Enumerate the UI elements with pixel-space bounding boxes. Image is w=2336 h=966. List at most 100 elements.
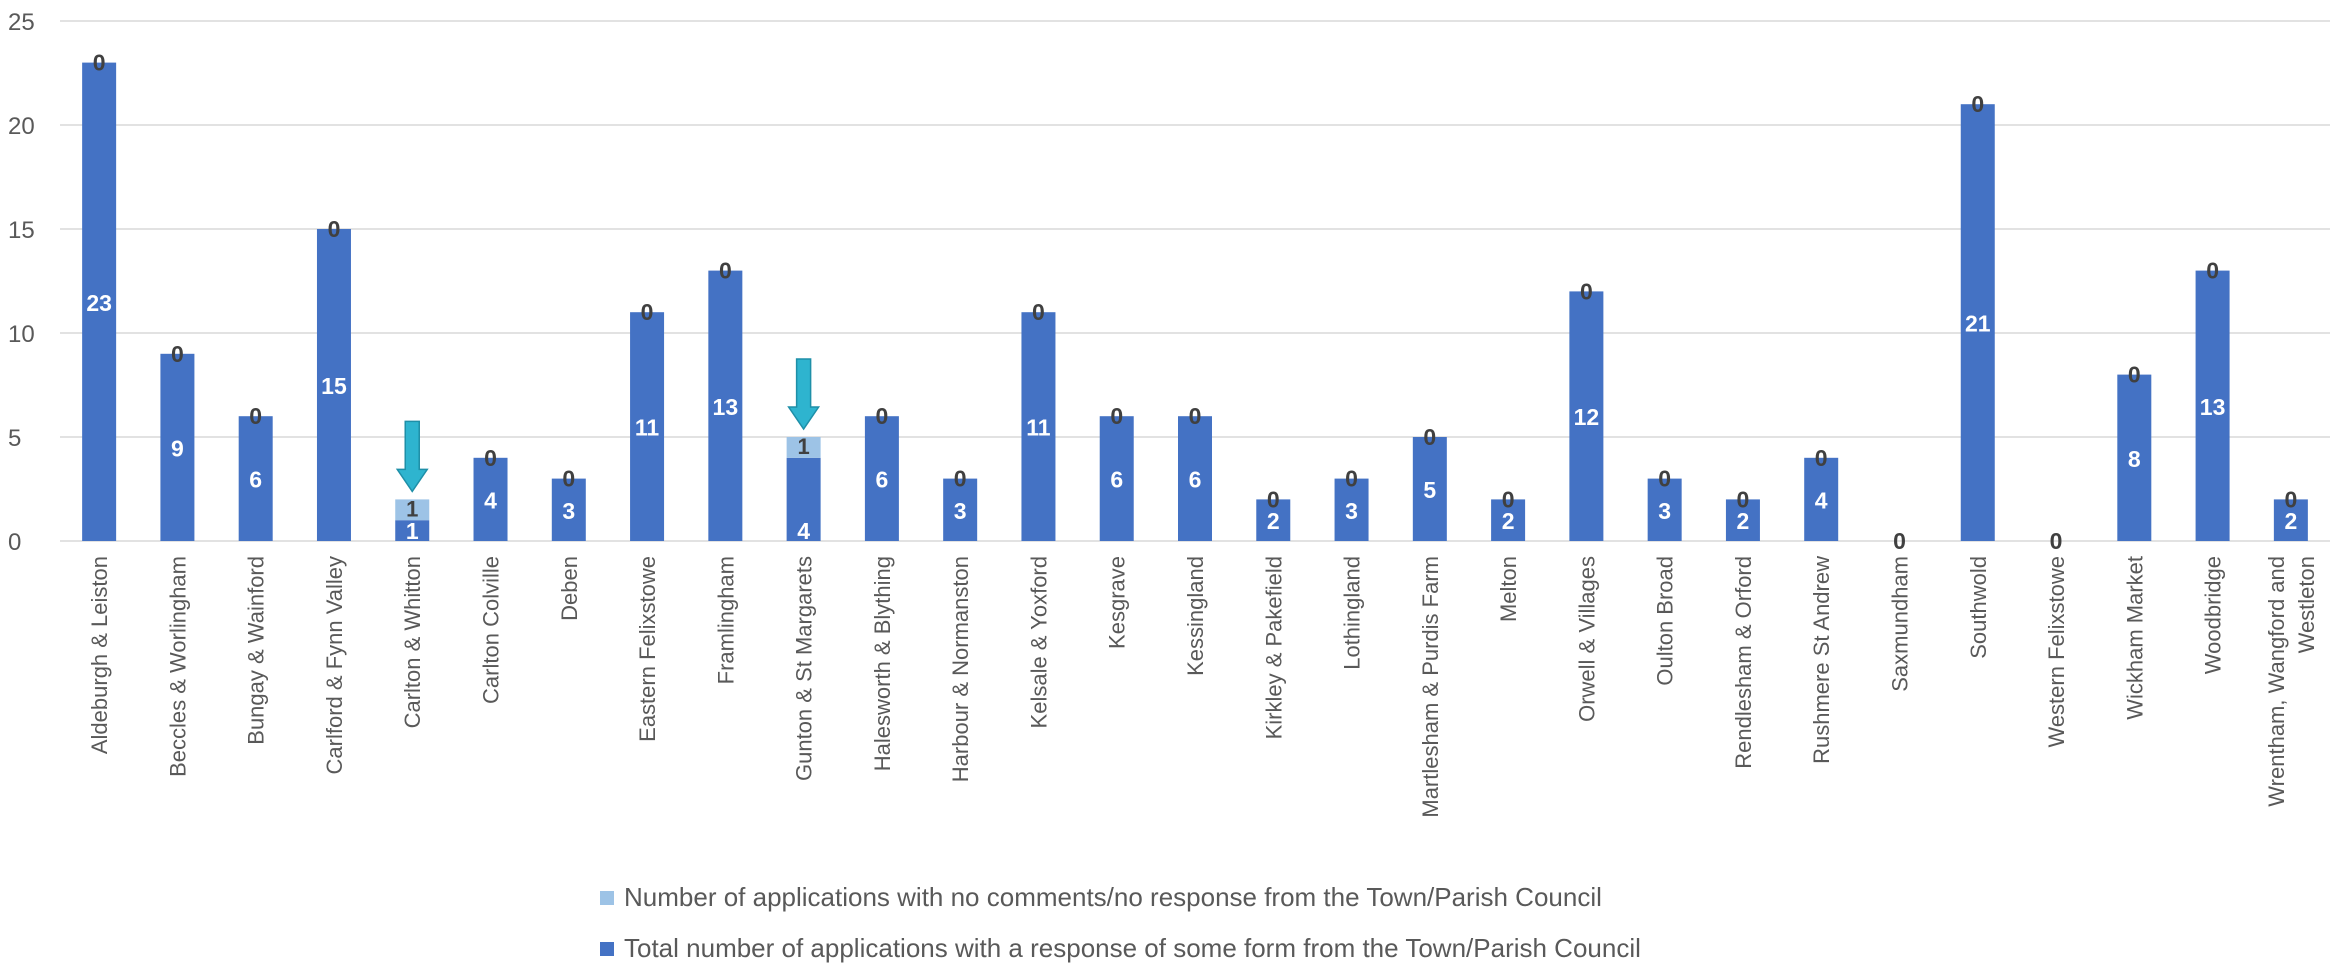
data-label-response-cat-26: 8 xyxy=(2128,446,2141,472)
category-label-cat-5: Carlton Colville xyxy=(479,556,504,704)
bar-response-cat-28 xyxy=(2273,499,2308,541)
legend-entry-no-response: Number of applications with no comments/… xyxy=(600,882,1602,913)
bar-response-cat-10 xyxy=(864,416,899,541)
data-label-no-response-cat-10: 0 xyxy=(875,403,888,429)
data-label-no-response-cat-2: 0 xyxy=(249,403,262,429)
category-label-cat-7: Eastern Felixstowe xyxy=(635,556,660,742)
data-label-response-cat-22: 4 xyxy=(1815,487,1828,513)
category-label-cat-22: Rushmere St Andrew xyxy=(1809,556,1834,764)
data-label-response-cat-0: 23 xyxy=(86,290,112,316)
data-label-no-response-cat-8: 0 xyxy=(719,258,732,284)
category-label-line: Orwell & Villages xyxy=(1574,556,1599,722)
category-label-line: Kirkley & Pakefield xyxy=(1261,556,1286,739)
bar-response-cat-27 xyxy=(2195,270,2230,541)
category-label-cat-8: Framlingham xyxy=(713,556,738,684)
data-label-no-response-cat-16: 0 xyxy=(1345,466,1358,492)
category-label-cat-9: Gunton & St Margarets xyxy=(792,556,817,781)
category-label-line: Deben xyxy=(557,556,582,621)
category-label-cat-28: Wrentham, Wangford and Westleton xyxy=(2264,556,2319,807)
category-label-cat-25: Western Felixstowe xyxy=(2044,556,2069,748)
bar-response-cat-12 xyxy=(1021,312,1056,541)
bar-response-cat-17 xyxy=(1412,437,1447,541)
legend-swatch-response xyxy=(600,941,614,956)
category-label-line: Martlesham & Purdis Farm xyxy=(1418,556,1443,818)
category-label-line: Framlingham xyxy=(713,556,738,684)
data-label-response-cat-24: 21 xyxy=(1965,311,1991,337)
category-label-cat-21: Rendlesham & Orford xyxy=(1731,556,1756,769)
category-label-cat-4: Carlton & Whitton xyxy=(400,556,425,728)
bar-response-cat-16 xyxy=(1334,478,1369,541)
category-label-cat-20: Oulton Broad xyxy=(1653,556,1678,686)
category-label-line: Carlford & Fynn Valley xyxy=(322,556,347,774)
data-label-response-cat-17: 5 xyxy=(1423,477,1436,503)
legend-swatch-no-response xyxy=(600,890,614,905)
data-label-no-response-cat-19: 0 xyxy=(1580,278,1593,304)
data-label-no-response-cat-0: 0 xyxy=(93,50,106,76)
data-label-response-cat-8: 13 xyxy=(713,394,739,420)
category-label-cat-11: Harbour & Normanston xyxy=(948,556,973,782)
data-label-response-cat-1: 9 xyxy=(171,435,184,461)
data-label-response-cat-5: 4 xyxy=(484,487,497,513)
data-label-response-cat-18: 2 xyxy=(1502,508,1515,534)
data-label-response-cat-27: 13 xyxy=(2200,394,2226,420)
bar-response-cat-6 xyxy=(551,478,586,541)
category-label-line: Aldeburgh & Leiston xyxy=(87,556,112,754)
category-label-line: Harbour & Normanston xyxy=(948,556,973,782)
legend-entry-response: Total number of applications with a resp… xyxy=(600,933,1641,964)
data-label-response-cat-6: 3 xyxy=(562,498,575,524)
data-label-no-response-cat-7: 0 xyxy=(641,299,654,325)
annotation-arrow-0 xyxy=(395,420,429,493)
data-label-no-response-cat-5: 0 xyxy=(484,445,497,471)
y-tick-label-5: 5 xyxy=(8,425,21,452)
data-label-no-response-cat-21: 0 xyxy=(1737,486,1750,512)
bar-response-cat-21 xyxy=(1725,499,1760,541)
category-label-cat-19: Orwell & Villages xyxy=(1574,556,1599,722)
data-label-response-cat-13: 6 xyxy=(1110,467,1123,493)
category-label-line: Bungay & Wainford xyxy=(244,556,269,745)
bar-response-cat-2 xyxy=(238,416,273,541)
data-label-response-cat-15: 2 xyxy=(1267,508,1280,534)
data-label-no-response-cat-3: 0 xyxy=(328,216,341,242)
y-tick-label-15: 15 xyxy=(8,217,35,244)
category-label-cat-15: Kirkley & Pakefield xyxy=(1261,556,1286,739)
category-label-line: Woodbridge xyxy=(2201,556,2226,674)
data-label-no-response-cat-18: 0 xyxy=(1502,486,1515,512)
y-tick-label-0: 0 xyxy=(8,529,21,556)
bar-response-cat-0 xyxy=(82,62,117,541)
bar-response-cat-24 xyxy=(1960,104,1995,541)
data-label-response-cat-3: 15 xyxy=(321,373,347,399)
data-label-no-response-cat-15: 0 xyxy=(1267,486,1280,512)
data-label-no-response-cat-13: 0 xyxy=(1110,403,1123,429)
category-label-cat-6: Deben xyxy=(557,556,582,621)
category-label-line: Westleton xyxy=(2294,556,2319,653)
data-label-response-cat-21: 2 xyxy=(1737,508,1750,534)
category-label-cat-10: Halesworth & Blything xyxy=(870,556,895,771)
bar-no-response-cat-9 xyxy=(786,437,821,458)
y-tick-label-10: 10 xyxy=(8,321,35,348)
category-label-cat-0: Aldeburgh & Leiston xyxy=(87,556,112,754)
category-label-line: Beccles & Worlingham xyxy=(165,556,190,777)
data-label-no-response-cat-26: 0 xyxy=(2128,362,2141,388)
category-label-line: Oulton Broad xyxy=(1653,556,1678,686)
category-label-line: Western Felixstowe xyxy=(2044,556,2069,748)
category-label-line: Kessingland xyxy=(1183,556,1208,676)
category-label-line: Kesgrave xyxy=(1105,556,1130,649)
bar-no-response-cat-4 xyxy=(395,499,430,521)
bar-response-cat-13 xyxy=(1099,416,1134,541)
bar-response-cat-11 xyxy=(943,478,978,541)
category-label-cat-18: Melton xyxy=(1496,556,1521,622)
bar-response-cat-20 xyxy=(1647,478,1682,541)
category-label-line: Eastern Felixstowe xyxy=(635,556,660,742)
category-label-line: Wrentham, Wangford and xyxy=(2264,556,2289,807)
category-label-line: Rushmere St Andrew xyxy=(1809,556,1834,764)
category-label-line: Carlton & Whitton xyxy=(400,556,425,728)
category-label-line: Carlton Colville xyxy=(479,556,504,704)
category-label-cat-2: Bungay & Wainford xyxy=(244,556,269,745)
data-label-no-response-cat-9: 1 xyxy=(797,434,809,459)
category-label-line: Melton xyxy=(1496,556,1521,622)
data-label-response-cat-10: 6 xyxy=(875,467,888,493)
bar-response-cat-18 xyxy=(1491,499,1526,541)
annotation-arrow-1 xyxy=(787,358,821,431)
category-label-cat-26: Wickham Market xyxy=(2122,556,2147,720)
